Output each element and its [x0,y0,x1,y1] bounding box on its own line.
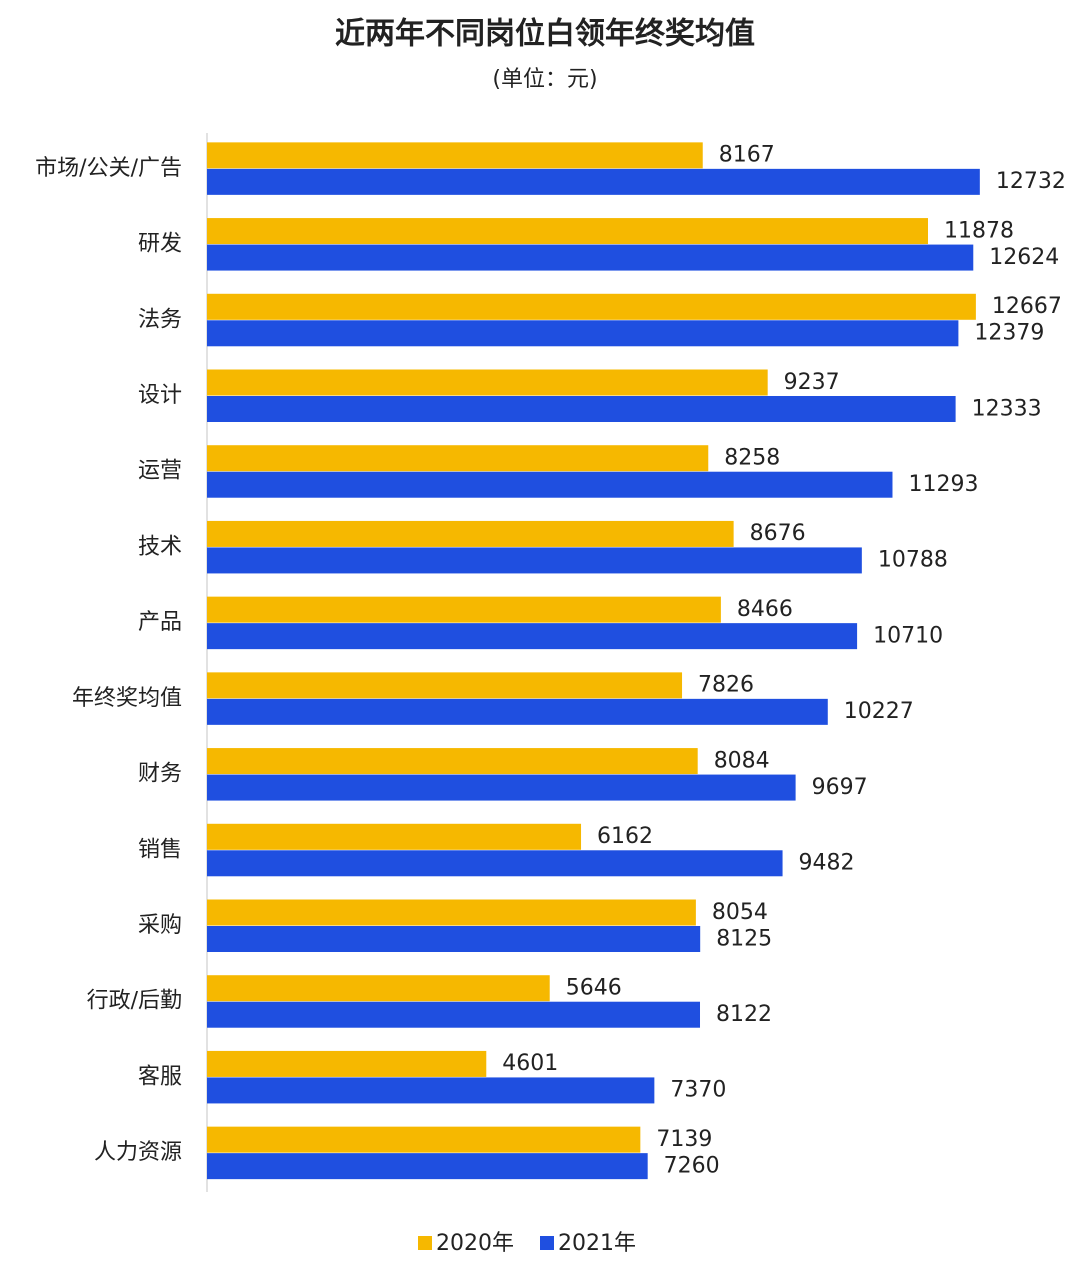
value-label: 10710 [873,623,943,648]
y-tick-label: 法务 [138,307,182,332]
bar [207,975,550,1002]
value-label: 8258 [724,445,780,470]
value-label: 12379 [974,321,1044,346]
value-label: 6162 [597,824,653,849]
y-tick-label: 采购 [138,913,182,938]
y-tick-label: 市场/公关/广告 [35,156,182,181]
bar [207,1050,487,1077]
y-tick-label: 设计 [138,383,182,408]
y-tick-label: 年终奖均值 [72,686,182,711]
legend-swatch [540,1236,554,1250]
y-tick-label: 客服 [138,1064,182,1089]
value-label: 9482 [799,851,855,876]
y-tick-label: 行政/后勤 [87,989,182,1014]
y-tick-label: 研发 [138,232,182,257]
bar [207,899,696,926]
bar [207,168,980,195]
bar [207,1001,701,1028]
value-label: 7139 [656,1127,712,1152]
y-tick-label: 销售 [138,837,182,862]
value-label: 8125 [716,926,772,951]
bar [207,823,582,850]
value-label: 7370 [670,1078,726,1103]
y-tick-label: 运营 [138,459,182,484]
bar [207,142,703,169]
value-label: 12333 [972,396,1042,421]
legend-label: 2020年 [436,1231,514,1256]
value-label: 10227 [844,699,914,724]
bar [207,320,959,347]
y-tick-label: 财务 [138,762,182,787]
value-label: 7826 [698,673,754,698]
value-label: 10788 [878,548,948,573]
bar [207,774,796,801]
bar [207,748,698,775]
bar [207,471,893,498]
y-tick-label: 产品 [138,610,182,635]
bar [207,293,976,320]
chart-subtitle: (单位：元) [492,67,597,92]
bar [207,520,734,547]
value-label: 8122 [716,1002,772,1027]
bar [207,850,783,877]
y-tick-label: 人力资源 [94,1140,182,1165]
value-label: 12732 [996,169,1066,194]
bar [207,1077,655,1104]
value-label: 8676 [750,521,806,546]
bar [207,1126,641,1153]
legend-swatch [418,1236,432,1250]
y-tick-label: 技术 [138,534,182,559]
value-label: 9237 [784,370,840,395]
bar [207,926,701,952]
value-label: 12667 [992,294,1062,319]
value-label: 5646 [566,975,622,1000]
bar [207,596,721,623]
bar [207,1153,648,1180]
value-label: 8054 [712,900,768,925]
bar [207,698,828,725]
bar [207,445,709,472]
value-label: 9697 [812,775,868,800]
bar [207,396,956,422]
value-label: 12624 [989,245,1059,270]
bar [207,244,974,271]
value-label: 8167 [719,143,775,168]
value-label: 8084 [714,748,770,773]
bar [207,369,768,396]
chart-title: 近两年不同岗位白领年终奖均值 [335,17,755,52]
legend-label: 2021年 [558,1231,636,1256]
bar [207,623,858,650]
value-label: 8466 [737,597,793,622]
value-label: 7260 [664,1153,720,1178]
value-label: 4601 [502,1051,558,1076]
bar [207,218,928,245]
value-label: 11878 [944,218,1014,243]
bar [207,547,862,574]
bar [207,672,683,699]
value-label: 11293 [908,472,978,497]
